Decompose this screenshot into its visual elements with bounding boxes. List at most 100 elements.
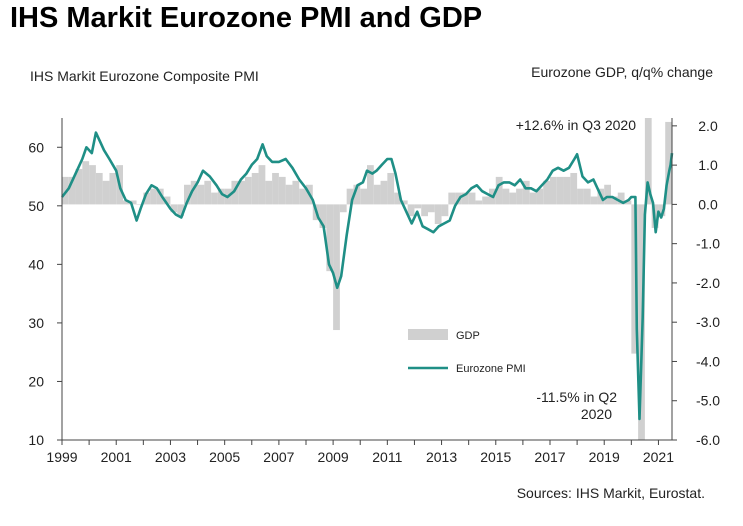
gdp-bar bbox=[360, 188, 367, 205]
gdp-bar bbox=[211, 192, 218, 205]
x-tick-label: 2007 bbox=[263, 449, 294, 465]
gdp-bar bbox=[536, 188, 544, 205]
gdp-bar bbox=[631, 204, 639, 354]
gdp-bar bbox=[339, 204, 347, 213]
gdp-bar bbox=[617, 192, 625, 205]
right-tick-label: 2.0 bbox=[698, 118, 718, 134]
gdp-bar bbox=[434, 204, 442, 225]
gdp-bar bbox=[217, 188, 225, 205]
x-tick-label: 2013 bbox=[426, 449, 457, 465]
gdp-bar bbox=[468, 192, 476, 205]
gdp-bar bbox=[272, 172, 279, 205]
gdp-bar bbox=[461, 192, 469, 205]
gdp-bar bbox=[136, 204, 144, 205]
x-tick-label: 2003 bbox=[155, 449, 186, 465]
gdp-bar bbox=[658, 204, 666, 217]
gdp-bar bbox=[373, 184, 381, 205]
x-tick-label: 2015 bbox=[480, 449, 511, 465]
chart-title: IHS Markit Eurozone PMI and GDP bbox=[10, 2, 483, 34]
gdp-bar bbox=[95, 172, 103, 205]
gdp-bar bbox=[170, 204, 178, 213]
gdp-bar bbox=[285, 184, 293, 205]
x-tick-label: 1999 bbox=[46, 449, 77, 465]
right-tick-label: -2.0 bbox=[696, 275, 720, 291]
left-axis-title: IHS Markit Eurozone Composite PMI bbox=[30, 68, 259, 84]
legend-gdp-label: GDP bbox=[456, 330, 480, 342]
gdp-bar bbox=[150, 188, 157, 205]
gdp-bar bbox=[563, 176, 571, 205]
gdp-bar bbox=[177, 204, 184, 217]
gdp-bar bbox=[611, 196, 618, 205]
gdp-bar bbox=[583, 188, 591, 205]
gdp-bar bbox=[238, 180, 245, 205]
annotation-q2-2020-line1: -11.5% in Q2 bbox=[536, 389, 617, 405]
gdp-bar bbox=[550, 176, 557, 205]
gdp-bar bbox=[441, 204, 449, 217]
gdp-bar bbox=[400, 200, 408, 205]
gdp-bar bbox=[156, 188, 164, 205]
gdp-bar bbox=[590, 196, 598, 205]
gdp-bar bbox=[190, 180, 198, 205]
right-tick-label: -1.0 bbox=[696, 236, 720, 252]
x-tick-label: 2017 bbox=[534, 449, 565, 465]
left-tick-label: 20 bbox=[28, 373, 44, 389]
gdp-bar bbox=[231, 180, 239, 205]
gdp-bar bbox=[68, 176, 76, 205]
gdp-bar bbox=[556, 176, 564, 205]
right-tick-label: -5.0 bbox=[696, 393, 720, 409]
gdp-bar bbox=[428, 204, 435, 213]
gdp-bar bbox=[394, 192, 401, 205]
gdp-bar bbox=[251, 172, 259, 205]
gdp-bar bbox=[495, 176, 503, 205]
gdp-bar bbox=[482, 196, 489, 205]
gdp-bar bbox=[665, 121, 672, 205]
right-tick-label: 0.0 bbox=[698, 196, 718, 212]
pmi-line bbox=[60, 131, 674, 421]
gdp-bar bbox=[529, 192, 537, 205]
left-tick-label: 50 bbox=[28, 198, 44, 214]
legend-gdp-swatch bbox=[408, 329, 448, 340]
gdp-bar bbox=[644, 118, 652, 205]
gdp-bar bbox=[570, 172, 578, 205]
gdp-bar bbox=[109, 172, 117, 205]
gdp-bar bbox=[387, 172, 395, 205]
left-tick-label: 10 bbox=[28, 432, 44, 448]
x-tick-label: 2011 bbox=[372, 449, 402, 465]
gdp-bar bbox=[509, 192, 517, 205]
gdp-bar bbox=[367, 165, 374, 205]
gdp-bar bbox=[258, 165, 266, 205]
gdp-bar bbox=[353, 184, 361, 205]
right-tick-label: -4.0 bbox=[696, 353, 720, 369]
x-tick-label: 2005 bbox=[209, 449, 240, 465]
source-note: Sources: IHS Markit, Eurostat. bbox=[516, 485, 705, 501]
right-tick-label: -3.0 bbox=[696, 314, 720, 330]
x-tick-label: 2019 bbox=[589, 449, 620, 465]
x-tick-label: 2009 bbox=[318, 449, 349, 465]
right-axis-title: Eurozone GDP, q/q% change bbox=[531, 64, 713, 80]
gdp-bar bbox=[299, 188, 306, 205]
gdp-bar bbox=[380, 180, 388, 205]
gdp-bar bbox=[448, 192, 456, 205]
gdp-bar bbox=[265, 180, 273, 205]
gdp-bar bbox=[102, 180, 110, 205]
gdp-bar bbox=[577, 188, 584, 205]
gdp-bar bbox=[522, 180, 530, 205]
legend-pmi-label: Eurozone PMI bbox=[456, 363, 526, 375]
annotation-q3-2020: +12.6% in Q3 2020 bbox=[516, 117, 636, 133]
gdp-bar bbox=[346, 188, 354, 205]
left-tick-label: 30 bbox=[28, 315, 44, 331]
gdp-bar bbox=[82, 161, 90, 205]
x-tick-label: 2021 bbox=[643, 449, 674, 465]
gdp-bar bbox=[184, 184, 191, 205]
left-tick-label: 40 bbox=[28, 256, 44, 272]
x-tick-label: 2001 bbox=[101, 449, 132, 465]
gdp-bar bbox=[604, 184, 611, 205]
annotation-q2-2020-line2: 2020 bbox=[581, 406, 612, 422]
gdp-bar bbox=[143, 192, 151, 205]
gdp-bar bbox=[502, 188, 510, 205]
right-tick-label: -6.0 bbox=[696, 432, 720, 448]
gdp-bar bbox=[624, 200, 632, 205]
gdp-bar bbox=[543, 180, 550, 205]
gdp-bar bbox=[75, 169, 83, 205]
